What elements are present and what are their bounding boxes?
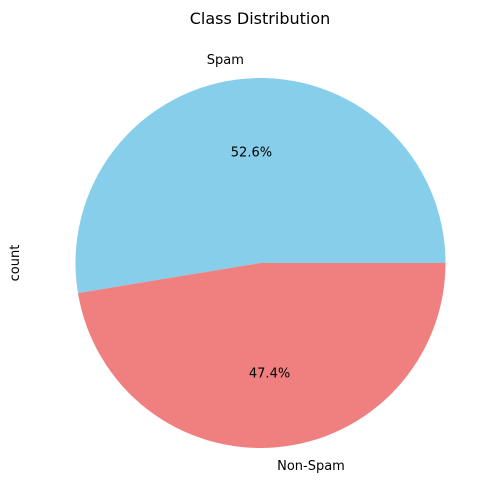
slice-label: Spam [207, 53, 244, 68]
slice-percent-label: 52.6% [231, 145, 272, 160]
slice-label: Non-Spam [277, 459, 345, 474]
slice-percent-label: 47.4% [249, 367, 290, 382]
pie-labels: Spam 52.6% Non-Spam 47.4% [207, 53, 345, 474]
pie-slice-spam [75, 78, 446, 294]
chart-title: Class Distribution [190, 9, 331, 28]
pie-slice-non-spam [77, 263, 446, 449]
pie-slices [75, 78, 446, 449]
y-axis-label: count [8, 245, 23, 282]
